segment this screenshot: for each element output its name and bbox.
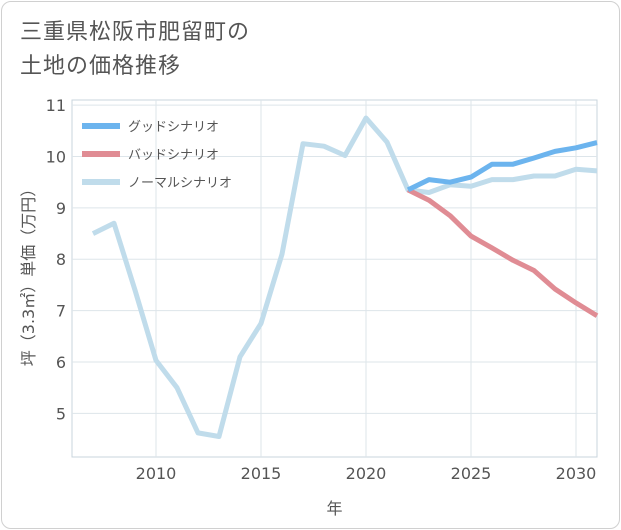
legend-label: バッドシナリオ — [128, 148, 219, 163]
plot-frame — [71, 99, 598, 458]
y-tick-label: 5 — [56, 404, 66, 423]
x-tick-label: 2015 — [241, 464, 282, 483]
x-tick-label: 2020 — [346, 464, 387, 483]
x-tick-label: 2010 — [136, 464, 177, 483]
x-axis-title: 年 — [326, 499, 342, 518]
y-tick-labels: 5 6 7 8 9 10 11 — [46, 96, 66, 423]
title-line-2: 土地の価格推移 — [20, 54, 182, 79]
y-tick-label: 10 — [46, 148, 66, 167]
legend-label: グッドシナリオ — [128, 120, 219, 135]
y-tick-label: 9 — [56, 199, 66, 218]
y-tick-label: 7 — [56, 302, 66, 321]
series-line-0 — [406, 140, 598, 193]
y-tick-label: 8 — [56, 250, 66, 269]
series-line-1 — [406, 187, 599, 318]
y-axis-title: 坪（3.3㎡）単価（万円） — [19, 181, 38, 366]
x-tick-label: 2030 — [556, 464, 597, 483]
title-line-1: 三重県松阪市肥留町の — [20, 20, 251, 45]
x-tick-label: 2025 — [451, 464, 492, 483]
series-lines — [91, 115, 599, 439]
y-tick-label: 11 — [46, 96, 66, 115]
legend-label: ノーマルシナリオ — [128, 176, 232, 191]
x-tick-labels: 2010 2015 2020 2025 2030 — [136, 464, 597, 483]
chart-title: 三重県松阪市肥留町の 土地の価格推移 — [20, 16, 250, 84]
series-line-2 — [91, 115, 598, 439]
y-tick-label: 6 — [56, 353, 66, 372]
